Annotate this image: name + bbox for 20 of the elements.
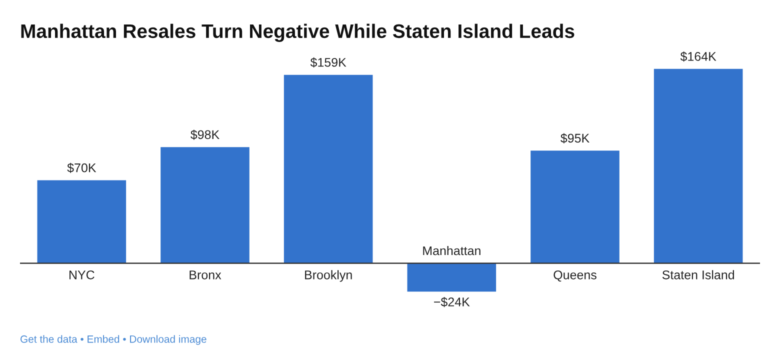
data-label: $95K [560, 133, 590, 144]
x-tick-label: Staten Island [662, 270, 734, 280]
bar [654, 68, 743, 264]
bar [530, 150, 620, 264]
x-tick-label: Brooklyn [305, 270, 352, 282]
bar [160, 147, 250, 264]
bar [37, 180, 126, 264]
data-label: −$24K [434, 296, 470, 308]
bar [407, 263, 496, 292]
text: Get the data • Embed • Download image [20, 335, 206, 345]
bar [284, 74, 373, 264]
x-tick-label: Manhattan [423, 246, 480, 256]
data-label: $70K [67, 162, 96, 173]
data-label: $98K [190, 130, 220, 140]
x-tick-label: NYC [69, 270, 94, 280]
data-label: $159K [310, 57, 346, 68]
x-tick-label: Bronx [190, 270, 222, 280]
x-tick-label: Queens [554, 270, 596, 282]
data-label: $164K [680, 52, 716, 62]
chart-title: Manhattan Resales Turn Negative While Staten Island Leads [21, 24, 574, 42]
